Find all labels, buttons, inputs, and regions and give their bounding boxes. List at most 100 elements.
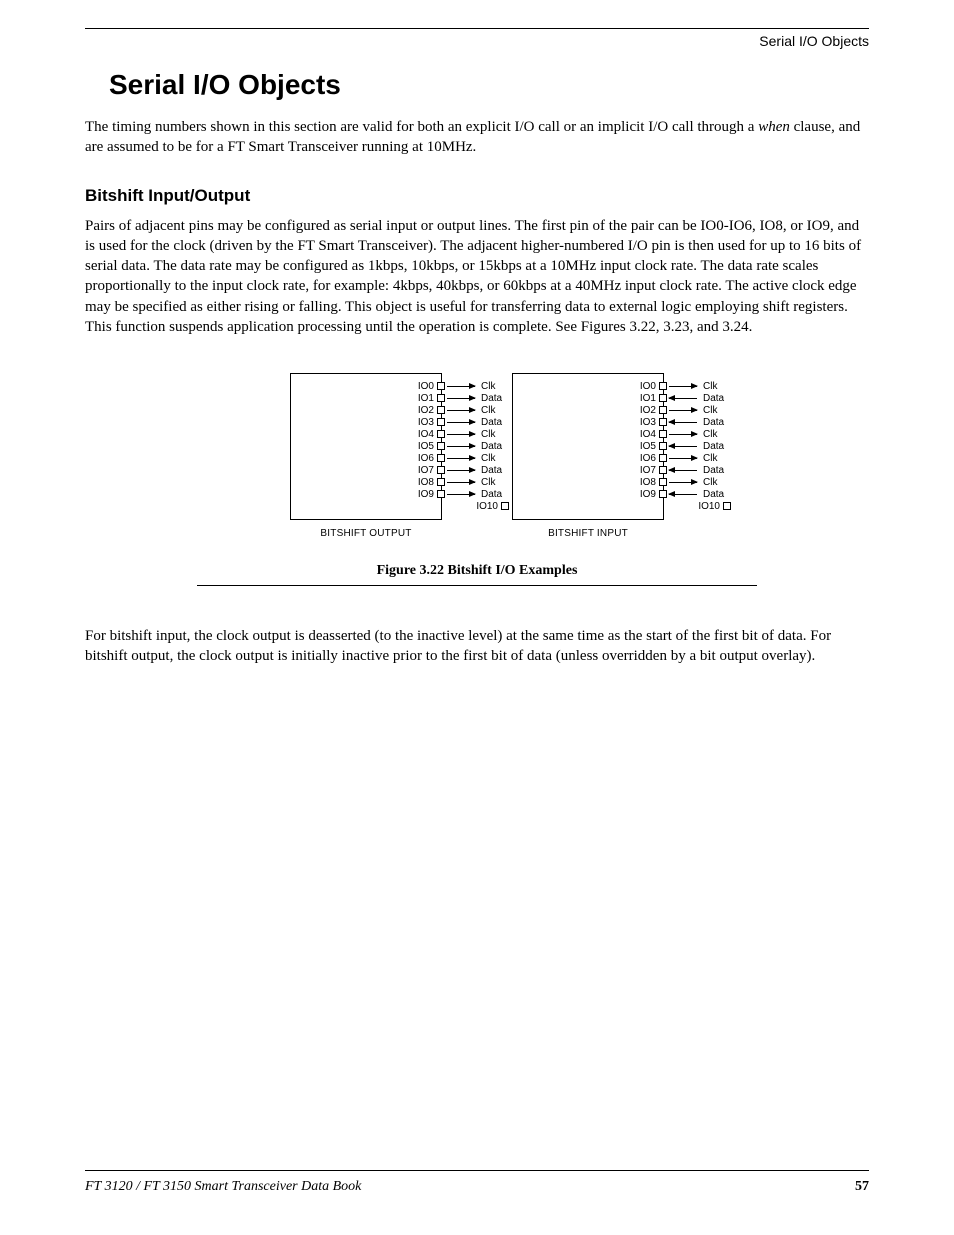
pin-stub bbox=[659, 406, 667, 414]
pin-row: IO6 Clk bbox=[630, 452, 733, 464]
pin-row: IO1Data bbox=[630, 392, 733, 404]
pin-row: IO2 Clk bbox=[630, 404, 733, 416]
signal-label: Data bbox=[703, 441, 733, 452]
pin-label: IO6 bbox=[630, 453, 656, 464]
pin-stub bbox=[437, 418, 445, 426]
arrow-right-icon bbox=[447, 458, 475, 459]
pin-row: IO9 Data bbox=[408, 488, 511, 500]
pin-label: IO0 bbox=[408, 381, 434, 392]
footer-row: FT 3120 / FT 3150 Smart Transceiver Data… bbox=[85, 1179, 869, 1195]
arrow-right-icon bbox=[669, 410, 697, 411]
pin-row: IO10 bbox=[472, 500, 511, 512]
subheading: Bitshift Input/Output bbox=[85, 186, 869, 206]
pin-label: IO0 bbox=[630, 381, 656, 392]
signal-label: Data bbox=[481, 489, 511, 500]
pin-stub bbox=[437, 478, 445, 486]
arrow-right-icon bbox=[447, 410, 475, 411]
chip-input-box: IO0ClkIO1DataIO2ClkIO3DataIO4ClkIO5DataI… bbox=[512, 373, 664, 520]
pin-label: IO3 bbox=[408, 417, 434, 428]
arrow-right-icon bbox=[669, 482, 697, 483]
pin-label: IO9 bbox=[408, 489, 434, 500]
pin-row: IO3 Data bbox=[408, 416, 511, 428]
footer-right: 57 bbox=[855, 1179, 869, 1195]
pin-row: IO7 Data bbox=[630, 464, 733, 476]
pin-stub bbox=[437, 406, 445, 414]
arrow-right-icon bbox=[669, 458, 697, 459]
pin-label: IO4 bbox=[408, 429, 434, 440]
footer-left: FT 3120 / FT 3150 Smart Transceiver Data… bbox=[85, 1179, 361, 1195]
pin-row: IO8Clk bbox=[408, 476, 511, 488]
pin-stub bbox=[437, 490, 445, 498]
paragraph-1: Pairs of adjacent pins may be configured… bbox=[85, 216, 869, 338]
pin-label: IO5 bbox=[630, 441, 656, 452]
pin-row: IO4Clk bbox=[630, 428, 733, 440]
signal-label: Data bbox=[703, 465, 733, 476]
input-caption: BITSHIFT INPUT bbox=[512, 528, 664, 539]
arrow-right-icon bbox=[447, 470, 475, 471]
pin-label: IO10 bbox=[472, 501, 498, 512]
figure-rule bbox=[197, 585, 757, 586]
pin-stub bbox=[437, 394, 445, 402]
pin-stub bbox=[659, 466, 667, 474]
pin-row: IO7Data bbox=[408, 464, 511, 476]
signal-label: Clk bbox=[481, 453, 511, 464]
signal-label: Clk bbox=[703, 477, 733, 488]
pin-row: IO2 Clk bbox=[408, 404, 511, 416]
pin-stub bbox=[437, 430, 445, 438]
pin-row: IO5 Data bbox=[630, 440, 733, 452]
chip-output-box: IO0ClkIO1DataIO2ClkIO3DataIO4ClkIO5DataI… bbox=[290, 373, 442, 520]
pin-row: IO0 Clk bbox=[630, 380, 733, 392]
signal-label: Data bbox=[703, 489, 733, 500]
signal-label: Clk bbox=[703, 429, 733, 440]
pin-stub bbox=[659, 394, 667, 402]
intro-part1: The timing numbers shown in this section… bbox=[85, 119, 758, 135]
arrow-right-icon bbox=[447, 398, 475, 399]
pin-stub bbox=[659, 442, 667, 450]
diagram-output-col: IO0ClkIO1DataIO2ClkIO3DataIO4ClkIO5DataI… bbox=[290, 373, 442, 539]
pin-stub bbox=[437, 382, 445, 390]
signal-label: Data bbox=[481, 393, 511, 404]
signal-label: Clk bbox=[481, 405, 511, 416]
paragraph-2: For bitshift input, the clock output is … bbox=[85, 626, 869, 667]
top-rule bbox=[85, 28, 869, 29]
pin-stub bbox=[659, 418, 667, 426]
arrow-left-icon bbox=[669, 398, 697, 399]
pin-label: IO9 bbox=[630, 489, 656, 500]
arrow-right-icon bbox=[447, 446, 475, 447]
arrow-right-icon bbox=[447, 422, 475, 423]
page-title: Serial I/O Objects bbox=[109, 69, 869, 101]
pin-label: IO1 bbox=[630, 393, 656, 404]
signal-label: Data bbox=[703, 417, 733, 428]
arrow-left-icon bbox=[669, 446, 697, 447]
arrow-left-icon bbox=[669, 422, 697, 423]
pin-stub bbox=[659, 454, 667, 462]
pin-row: IO10 bbox=[694, 500, 733, 512]
signal-label: Clk bbox=[703, 381, 733, 392]
output-caption: BITSHIFT OUTPUT bbox=[290, 528, 442, 539]
pin-stub bbox=[723, 502, 731, 510]
pin-row: IO1 Data bbox=[408, 392, 511, 404]
arrow-right-icon bbox=[447, 482, 475, 483]
intro-paragraph: The timing numbers shown in this section… bbox=[85, 117, 869, 158]
pin-row: IO3Data bbox=[630, 416, 733, 428]
signal-label: Clk bbox=[703, 405, 733, 416]
pin-label: IO1 bbox=[408, 393, 434, 404]
diagram-input-col: IO0ClkIO1DataIO2ClkIO3DataIO4ClkIO5DataI… bbox=[512, 373, 664, 539]
pin-label: IO2 bbox=[630, 405, 656, 416]
signal-label: Clk bbox=[481, 429, 511, 440]
pin-label: IO7 bbox=[630, 465, 656, 476]
footer-rule bbox=[85, 1170, 869, 1171]
signal-label: Data bbox=[481, 465, 511, 476]
pin-label: IO8 bbox=[630, 477, 656, 488]
figure-wrap: IO0ClkIO1DataIO2ClkIO3DataIO4ClkIO5DataI… bbox=[85, 373, 869, 539]
pin-label: IO2 bbox=[408, 405, 434, 416]
pin-row: IO0Clk bbox=[408, 380, 511, 392]
header-label: Serial I/O Objects bbox=[85, 33, 869, 49]
pin-stub bbox=[659, 430, 667, 438]
signal-label: Data bbox=[481, 417, 511, 428]
pin-stub bbox=[437, 466, 445, 474]
signal-label: Clk bbox=[703, 453, 733, 464]
pin-stub bbox=[437, 442, 445, 450]
arrow-right-icon bbox=[669, 434, 697, 435]
intro-italic: when bbox=[758, 119, 790, 135]
